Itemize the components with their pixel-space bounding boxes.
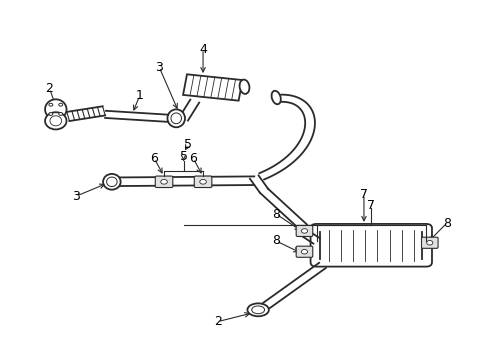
Text: 2: 2 — [45, 82, 53, 95]
Text: 3: 3 — [155, 60, 163, 73]
Polygon shape — [183, 74, 242, 101]
Ellipse shape — [247, 303, 268, 316]
Ellipse shape — [45, 99, 66, 120]
Ellipse shape — [167, 109, 184, 127]
FancyBboxPatch shape — [310, 224, 431, 267]
Ellipse shape — [251, 306, 264, 314]
Text: 7: 7 — [359, 188, 367, 201]
Ellipse shape — [239, 80, 249, 94]
Text: 6: 6 — [189, 152, 197, 165]
Text: 4: 4 — [199, 42, 206, 55]
Text: 2: 2 — [213, 315, 221, 328]
Circle shape — [59, 103, 62, 106]
Ellipse shape — [301, 229, 307, 233]
Text: 3: 3 — [72, 190, 80, 203]
Ellipse shape — [426, 240, 432, 245]
Ellipse shape — [50, 116, 61, 126]
Text: 8: 8 — [272, 208, 280, 221]
FancyBboxPatch shape — [194, 176, 211, 188]
FancyBboxPatch shape — [296, 246, 312, 257]
Ellipse shape — [45, 112, 66, 130]
FancyBboxPatch shape — [155, 176, 172, 188]
Text: 1: 1 — [136, 89, 143, 102]
Text: 8: 8 — [442, 216, 450, 230]
Text: 5: 5 — [184, 138, 192, 150]
Ellipse shape — [301, 249, 307, 254]
Text: 6: 6 — [150, 152, 158, 165]
Ellipse shape — [106, 177, 117, 186]
FancyBboxPatch shape — [296, 225, 312, 237]
FancyBboxPatch shape — [421, 237, 437, 248]
Circle shape — [59, 113, 62, 116]
Ellipse shape — [103, 174, 121, 190]
Text: 8: 8 — [272, 234, 280, 247]
Text: 7: 7 — [366, 199, 374, 212]
Ellipse shape — [161, 180, 167, 184]
Ellipse shape — [200, 180, 206, 184]
Circle shape — [49, 113, 53, 116]
Ellipse shape — [271, 91, 280, 104]
Ellipse shape — [171, 113, 181, 124]
Circle shape — [49, 103, 53, 106]
Text: 5: 5 — [179, 150, 187, 163]
